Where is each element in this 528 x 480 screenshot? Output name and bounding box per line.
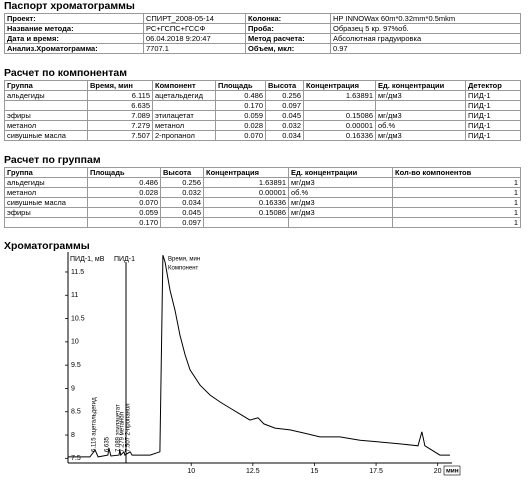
passport-table: Проект: СПИРТ_2008-05-14 Колонка: HP INNOWa… <box>4 13 521 54</box>
peak-label: 6.635 <box>105 436 111 452</box>
peak-label: 7.507 2-пропанол <box>126 403 132 452</box>
groups-table: Группа Площадь Высота Концентрация Ед. конце… <box>4 167 521 228</box>
detector-label: ПИД-1 <box>114 256 135 263</box>
x-unit: мин <box>446 468 459 475</box>
table-row: Анализ.Хроматограмма: 7707.1 Объем, мкл: 0.… <box>4 43 521 54</box>
table-cell: 1 <box>392 217 521 228</box>
table-row: 0.170 0.097 1 <box>4 217 521 228</box>
y-tick-label: 10.5 <box>71 315 85 322</box>
y-tick-label: 11 <box>71 292 78 299</box>
y-tick-label: 8.5 <box>71 409 81 416</box>
section-title: Расчет по компонентам <box>4 67 127 79</box>
peak-label: 7.279 метанол <box>120 412 126 452</box>
y-tick-label: 8 <box>71 432 75 439</box>
table-cell: ПИД-1 <box>465 130 521 141</box>
legend-label: Компонент <box>168 266 199 272</box>
x-tick-label: 20 <box>434 468 442 475</box>
y-tick-label: 10 <box>71 339 79 346</box>
peak-label: 6.115 ацетальдегид <box>92 397 98 452</box>
chart-title: Хроматограммы <box>4 240 90 252</box>
table-row: метанол 7.279 метанол 0.028 0.032 0.00001 об.%… <box>4 120 521 131</box>
peak-label: 7.089 этилацетат <box>116 404 122 452</box>
x-tick-label: 10 <box>187 468 195 475</box>
table-row: сивушные масла 0.070 0.034 0.16336 мг/дм3 1 <box>4 197 521 208</box>
section-title: Паспорт хроматограммы <box>4 0 135 12</box>
unit-box <box>443 465 461 476</box>
x-tick-label: 15 <box>311 468 319 475</box>
y-axis-label: ПИД-1, мВ <box>70 256 105 263</box>
section-title: Расчет по группам <box>4 154 101 166</box>
y-tick-label: 9.5 <box>71 362 81 369</box>
table-row: Группа Время, мин Компонент Площадь Высота Ко… <box>4 80 521 91</box>
y-tick-label: 7.5 <box>71 455 81 462</box>
chromatogram-trace <box>68 255 450 458</box>
y-tick-label: 9 <box>71 385 75 392</box>
table-cell: 0.97 <box>330 43 521 54</box>
components-table: Группа Время, мин Компонент Площадь Высота Ко… <box>4 80 521 141</box>
y-tick-label: 11.5 <box>71 269 84 276</box>
legend-label: Время, мин <box>168 257 200 263</box>
x-tick-label: 17.5 <box>369 468 383 475</box>
x-tick-label: 12.5 <box>246 468 260 475</box>
table-row: сивушные масла 7.507 2-пропанол 0.070 0.034 0… <box>4 130 521 141</box>
